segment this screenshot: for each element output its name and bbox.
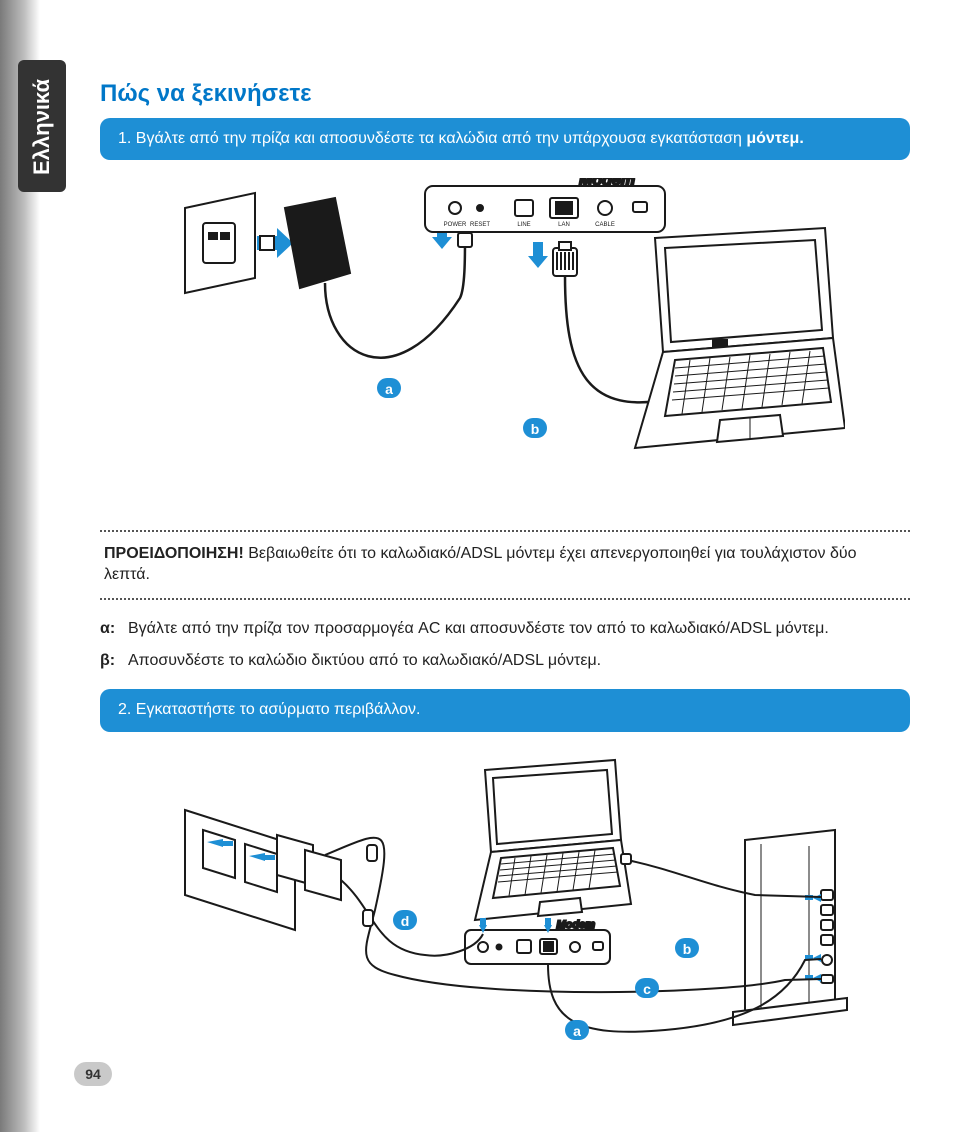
step1-bold: μόντεμ.	[746, 130, 803, 147]
port-power-label: POWER	[444, 222, 467, 228]
diagram1-badge-a: a	[385, 381, 393, 397]
diagram2-modem-label: Modem	[557, 919, 596, 931]
diagram2: Modem	[100, 750, 910, 1070]
port-line-label: LINE	[517, 222, 530, 228]
language-tab-label: Ελληνικά	[29, 71, 55, 183]
step1-number: 1.	[118, 130, 131, 147]
page-number: 94	[74, 1062, 112, 1086]
diagram1-badge-b: b	[531, 421, 540, 437]
port-cable-label: CABLE	[595, 222, 615, 228]
diagram1-modem-label: Modem	[579, 178, 635, 189]
diagram2-badge-b: b	[683, 941, 692, 957]
port-reset-label: RESET	[470, 222, 490, 228]
substep-a: α: Βγάλτε από την πρίζα τον προσαρμογέα …	[100, 618, 910, 640]
step2-box: 2. Εγκαταστήστε το ασύρματο περιβάλλον.	[100, 689, 910, 731]
step2-text: Εγκαταστήστε το ασύρματο περιβάλλον.	[136, 701, 421, 718]
page-content: Πώς να ξεκινήσετε 1. Βγάλτε από την πρίζ…	[100, 80, 910, 1082]
diagram2-badge-d: d	[401, 913, 410, 929]
dotted-divider	[100, 530, 910, 532]
port-lan-label: LAN	[558, 222, 570, 228]
substep-b: β: Αποσυνδέστε το καλώδιο δικτύου από το…	[100, 650, 910, 672]
step1-box: 1. Βγάλτε από την πρίζα και αποσυνδέστε …	[100, 118, 910, 160]
warning-label: ΠΡΟΕΙΔΟΠΟΙΗΣΗ!	[104, 545, 244, 562]
substep-a-text: Βγάλτε από την πρίζα τον προσαρμογέα AC …	[128, 618, 829, 640]
diagram1: Modem POWER RESET LINE LAN CABLE	[100, 178, 910, 518]
step1-text: Βγάλτε από την πρίζα και αποσυνδέστε τα …	[136, 130, 747, 147]
step2-number: 2.	[118, 701, 131, 718]
language-tab: Ελληνικά	[18, 60, 66, 192]
section-title: Πώς να ξεκινήσετε	[100, 80, 910, 108]
diagram2-badge-a: a	[573, 1023, 581, 1039]
substep-a-label: α:	[100, 618, 128, 640]
sub-steps: α: Βγάλτε από την πρίζα τον προσαρμογέα …	[100, 618, 910, 671]
substep-b-text: Αποσυνδέστε το καλώδιο δικτύου από το κα…	[128, 650, 601, 672]
warning-block: ΠΡΟΕΙΔΟΠΟΙΗΣΗ! Βεβαιωθείτε ότι το καλωδι…	[100, 538, 910, 592]
substep-b-label: β:	[100, 650, 128, 672]
dotted-divider	[100, 598, 910, 600]
diagram2-badge-c: c	[643, 981, 651, 997]
